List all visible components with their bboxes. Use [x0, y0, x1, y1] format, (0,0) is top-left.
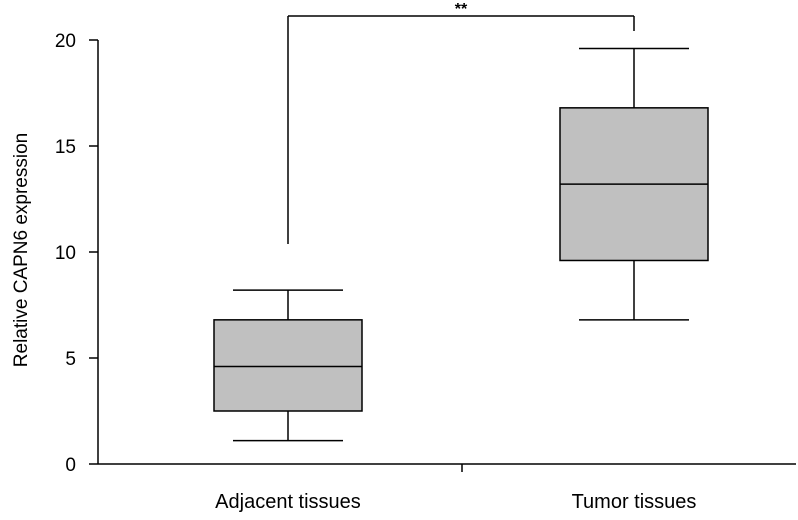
y-tick-label-0: 0 — [65, 455, 76, 476]
y-tick-label-20: 20 — [55, 31, 76, 52]
box-0 — [213, 289, 363, 442]
y-tick-label-15: 15 — [55, 137, 76, 158]
x-ticks: Adjacent tissues Tumor tissues — [215, 464, 696, 513]
y-axis-title: Relative CAPN6 expression — [11, 133, 32, 367]
significance-label: ** — [455, 1, 468, 18]
box-rect — [213, 319, 363, 412]
boxes — [213, 47, 709, 442]
y-ticks: 0 5 10 15 20 — [55, 31, 98, 476]
box-1 — [559, 47, 709, 321]
y-tick-label-5: 5 — [65, 349, 76, 370]
y-tick-label-10: 10 — [55, 243, 76, 264]
x-category-label-1: Tumor tissues — [572, 491, 697, 513]
significance-bracket: ** — [287, 1, 635, 244]
x-category-label-0: Adjacent tissues — [215, 491, 361, 513]
